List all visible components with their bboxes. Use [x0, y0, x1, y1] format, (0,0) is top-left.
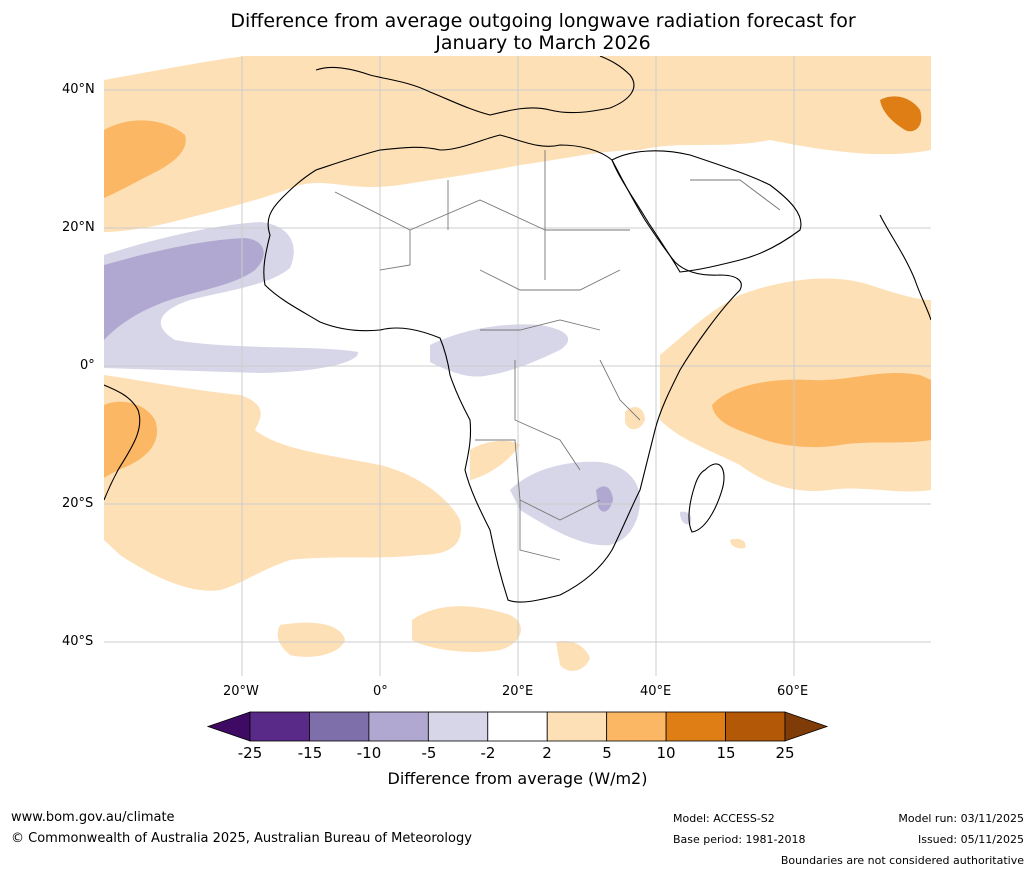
colorbar-arrow-low — [206, 711, 251, 742]
southern-ocean-anomaly-3 — [556, 640, 590, 671]
colorbar-segment — [665, 711, 726, 742]
colorbar-tick: 25 — [775, 744, 795, 762]
model-run-text: Model run: 03/11/2025 — [898, 812, 1024, 825]
map-title: Difference from average outgoing longwav… — [0, 10, 1035, 54]
website-link[interactable]: www.bom.gov.au/climate — [11, 810, 175, 825]
colorbar-tick: 2 — [542, 744, 552, 762]
coastlines — [104, 56, 931, 603]
copyright-text: © Commonwealth of Australia 2025, Austra… — [11, 831, 472, 846]
colorbar-tick: 5 — [602, 744, 612, 762]
colorbar-arrow-high — [784, 711, 829, 742]
southern-ocean-anomaly-1 — [277, 622, 345, 657]
brazil-anomaly — [104, 401, 158, 478]
tanzania-anomaly — [625, 406, 645, 430]
graticule — [104, 56, 931, 676]
middle-east-anomaly — [880, 96, 922, 132]
colorbar-segment — [368, 711, 429, 742]
lat-label-0: 0° — [80, 358, 95, 373]
colorbar-tick: -2 — [480, 744, 496, 762]
south-america-coastline — [104, 384, 141, 501]
europe-coastline — [315, 56, 635, 116]
colorbar-segment — [606, 711, 667, 742]
colorbar-tick: 10 — [656, 744, 676, 762]
lat-label-40s: 40°S — [62, 634, 94, 649]
base-period-text: Base period: 1981-2018 — [673, 833, 806, 846]
namibia-anomaly — [470, 440, 520, 480]
disclaimer-text: Boundaries are not considered authoritat… — [780, 854, 1024, 867]
negative-anomaly-regions — [104, 222, 692, 546]
madagascar-offshore-anomaly — [730, 538, 746, 549]
lon-label-20e: 20°E — [502, 684, 534, 699]
north-atlantic-anomaly — [104, 120, 186, 198]
model-text: Model: ACCESS-S2 — [673, 812, 775, 825]
title-line-1: Difference from average outgoing longwav… — [230, 10, 856, 32]
lat-label-40n: 40°N — [62, 82, 95, 97]
lon-label-40e: 40°E — [640, 684, 672, 699]
congo-basin-anomaly — [430, 324, 569, 377]
india-coastline — [879, 214, 931, 321]
madagascar-coastline — [688, 463, 725, 533]
lat-label-20n: 20°N — [62, 220, 95, 235]
arabia-coastline — [611, 150, 802, 273]
colorbar-segment — [487, 711, 548, 742]
lon-label-0: 0° — [373, 684, 388, 699]
colorbar-tick: -5 — [421, 744, 437, 762]
country-borders — [334, 150, 781, 561]
colorbar-segment — [249, 711, 310, 742]
africa-coastline — [263, 134, 742, 603]
title-line-2: January to March 2026 — [435, 32, 651, 54]
colorbar-segment — [725, 711, 786, 742]
tropical-atlantic-medium — [104, 238, 264, 340]
issued-text: Issued: 05/11/2025 — [917, 833, 1024, 846]
colorbar-tick: -15 — [297, 744, 323, 762]
lon-label-60e: 60°E — [777, 684, 809, 699]
south-atlantic-anomaly — [104, 375, 461, 591]
colorbar-segment — [546, 711, 608, 742]
colorbar-tick: -25 — [237, 744, 263, 762]
moderate-positive-regions — [104, 96, 931, 478]
colorbar-tick: 15 — [716, 744, 736, 762]
southern-ocean-anomaly-2 — [412, 606, 521, 652]
colorbar-tick: -10 — [356, 744, 382, 762]
colorbar-segment — [427, 711, 489, 742]
lon-label-20w: 20°W — [223, 684, 259, 699]
colorbar-title: Difference from average (W/m2) — [387, 769, 648, 788]
map-area — [104, 56, 931, 676]
indian-ocean-anomaly — [712, 373, 931, 448]
lat-label-20s: 20°S — [62, 496, 94, 511]
mozambique-anomaly — [596, 486, 613, 512]
colorbar — [206, 711, 829, 742]
colorbar-segment — [309, 711, 370, 742]
